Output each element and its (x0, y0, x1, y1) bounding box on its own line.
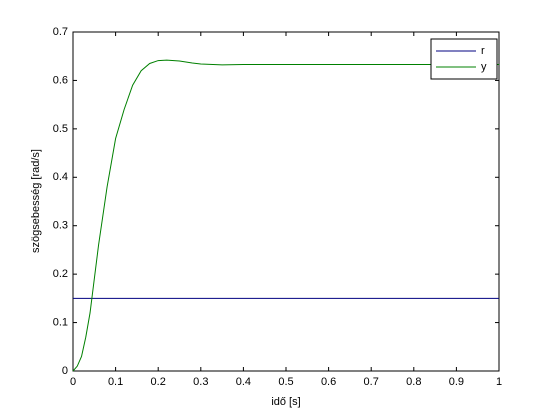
y-tick-label: 0.6 (53, 74, 68, 86)
plot-area (72, 31, 500, 372)
y-tick-label: 0.7 (53, 26, 68, 38)
y-tick-label: 0.4 (53, 171, 68, 183)
y-tick-label: 0.5 (53, 123, 68, 135)
x-tick-label: 0.4 (236, 376, 251, 388)
x-tick-label: 0.6 (321, 376, 336, 388)
legend-box (430, 38, 498, 80)
y-axis-label: szögsebesség [rad/s] (30, 149, 42, 253)
x-axis-label: idő [s] (271, 396, 300, 408)
x-tick-label: 0.3 (193, 376, 208, 388)
series-line (72, 59, 499, 372)
x-tick-label: 0 (70, 376, 76, 388)
x-tick-label: 0.1 (108, 376, 123, 388)
legend-label: r (481, 45, 485, 57)
legend-label: y (481, 61, 487, 73)
x-tick-label: 0.2 (151, 376, 166, 388)
y-tick-label: 0.1 (53, 316, 68, 328)
y-tick-label: 0.3 (53, 220, 68, 232)
y-tick-label: 0 (62, 365, 68, 377)
x-tick-label: 0.7 (364, 376, 379, 388)
y-tick-label: 0.2 (53, 268, 68, 280)
x-tick-label: 1 (496, 376, 502, 388)
x-tick-label: 0.8 (406, 376, 421, 388)
x-tick-label: 0.9 (449, 376, 464, 388)
x-tick-label: 0.5 (278, 376, 293, 388)
